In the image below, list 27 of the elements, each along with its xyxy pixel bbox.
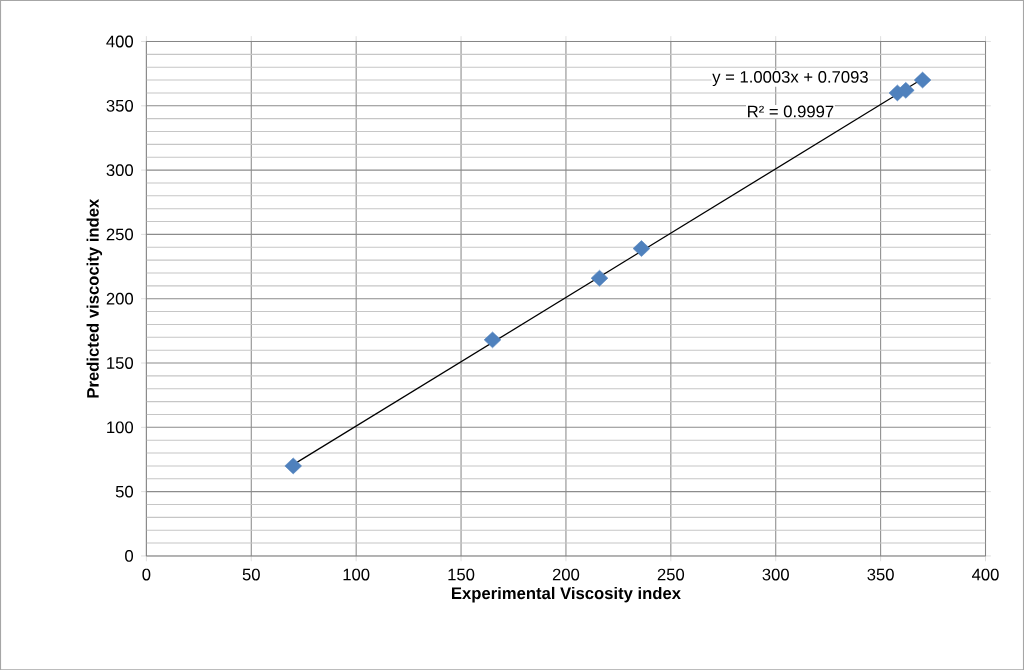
y-tick-label: 150 <box>107 356 134 369</box>
y-axis-title: Predicted viscocity index <box>86 198 103 398</box>
x-tick-label: 400 <box>972 568 999 581</box>
y-tick-label: 0 <box>125 549 134 562</box>
point <box>632 240 651 257</box>
y-tick-label: 300 <box>106 164 134 176</box>
point <box>590 269 609 287</box>
point <box>284 457 302 475</box>
x-tick-label: 50 <box>242 568 260 581</box>
y-tick-label: 200 <box>106 292 134 305</box>
x-tick-label: 100 <box>343 568 370 581</box>
y-tick-label: 250 <box>106 228 134 241</box>
y-tick-label: 100 <box>107 421 134 434</box>
x-tick-label: 150 <box>448 568 475 581</box>
x-tick-label: 0 <box>142 568 151 581</box>
annotation: y = 1.0003x + 0.7093 <box>712 70 868 86</box>
y-tick-label: 50 <box>115 485 134 498</box>
x-tick-label: 200 <box>552 568 580 581</box>
annotation: R² = 0.9997 <box>748 105 834 118</box>
x-tick-label: 350 <box>867 568 894 581</box>
point <box>913 71 932 89</box>
x-tick-label: 300 <box>762 568 789 581</box>
x-axis-title: Experimental Viscosity index <box>452 586 681 603</box>
y-tick-label: 350 <box>106 99 134 112</box>
point <box>483 331 502 348</box>
x-tick-label: 250 <box>657 568 685 581</box>
y-tick-label: 400 <box>106 35 134 48</box>
